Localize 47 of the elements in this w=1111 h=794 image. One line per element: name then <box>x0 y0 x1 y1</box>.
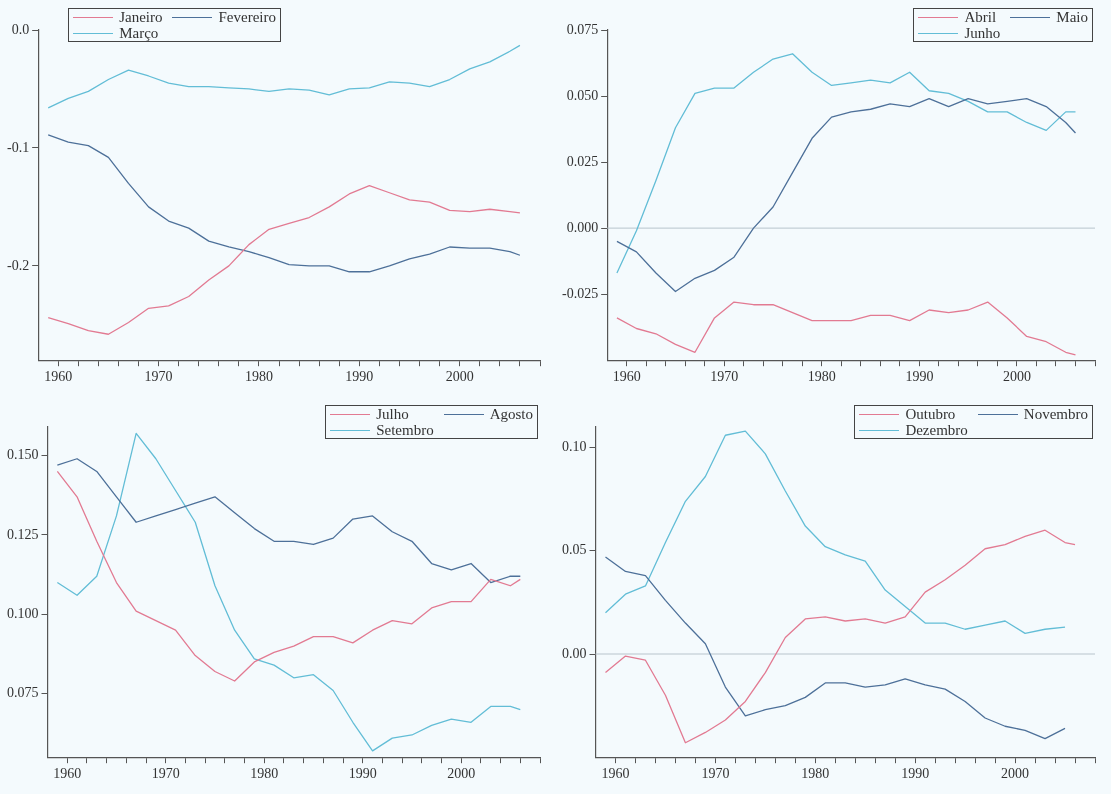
x-tick-label: 1960 <box>44 369 73 385</box>
legend-label: Fevereiro <box>218 9 276 25</box>
legend-label: Julho <box>376 406 409 422</box>
x-tick-label: 1960 <box>601 766 630 782</box>
legend-label: Outubro <box>905 406 956 422</box>
legend-label: Setembro <box>376 422 434 438</box>
y-tick-label: 0.050 <box>566 87 599 103</box>
legend-label: Dezembro <box>905 422 968 438</box>
y-tick-label: 0.00 <box>562 645 587 661</box>
x-tick-label: 1980 <box>250 766 279 782</box>
x-tick-label: 1990 <box>901 766 930 782</box>
y-tick-label: -0.025 <box>561 285 599 301</box>
y-tick-label: 0.0 <box>11 21 30 37</box>
x-tick-label: 1980 <box>244 369 273 385</box>
y-tick-label: 0.05 <box>562 542 587 558</box>
legend-label: Agosto <box>489 406 533 422</box>
x-tick-label: 2000 <box>1002 369 1031 385</box>
x-tick-label: 1990 <box>345 369 374 385</box>
x-tick-label: 1960 <box>53 766 82 782</box>
legend-label: Novembro <box>1023 406 1088 422</box>
y-tick-label: 0.025 <box>566 153 599 169</box>
x-tick-label: 1990 <box>905 369 934 385</box>
legend-label: Janeiro <box>119 9 163 25</box>
x-tick-label: 2000 <box>445 369 474 385</box>
y-tick-label: 0.100 <box>7 606 39 621</box>
x-tick-label: 2000 <box>447 766 476 782</box>
x-tick-label: 1970 <box>701 766 730 782</box>
x-tick-label: 1990 <box>348 766 377 782</box>
y-tick-label: 0.125 <box>7 526 39 542</box>
y-tick-label: 0.000 <box>566 219 599 235</box>
legend-label: Abril <box>964 9 997 25</box>
y-tick-label: -0.1 <box>6 139 30 155</box>
legend-label: Maio <box>1056 9 1088 25</box>
x-tick-label: 1960 <box>612 369 641 385</box>
x-tick-label: 1980 <box>807 369 836 385</box>
legend-label: Junho <box>964 25 1001 41</box>
y-tick-label: -0.2 <box>6 257 30 273</box>
y-tick-label: 0.150 <box>7 447 39 463</box>
y-tick-label: 0.10 <box>562 439 587 455</box>
y-tick-label: 0.075 <box>566 21 599 37</box>
x-tick-label: 1980 <box>801 766 830 782</box>
x-tick-label: 2000 <box>1001 766 1030 782</box>
y-tick-label: 0.075 <box>7 685 39 701</box>
legend-label: Março <box>119 25 159 41</box>
x-tick-label: 1970 <box>710 369 739 385</box>
x-tick-label: 1970 <box>144 369 173 385</box>
x-tick-label: 1970 <box>151 766 180 782</box>
